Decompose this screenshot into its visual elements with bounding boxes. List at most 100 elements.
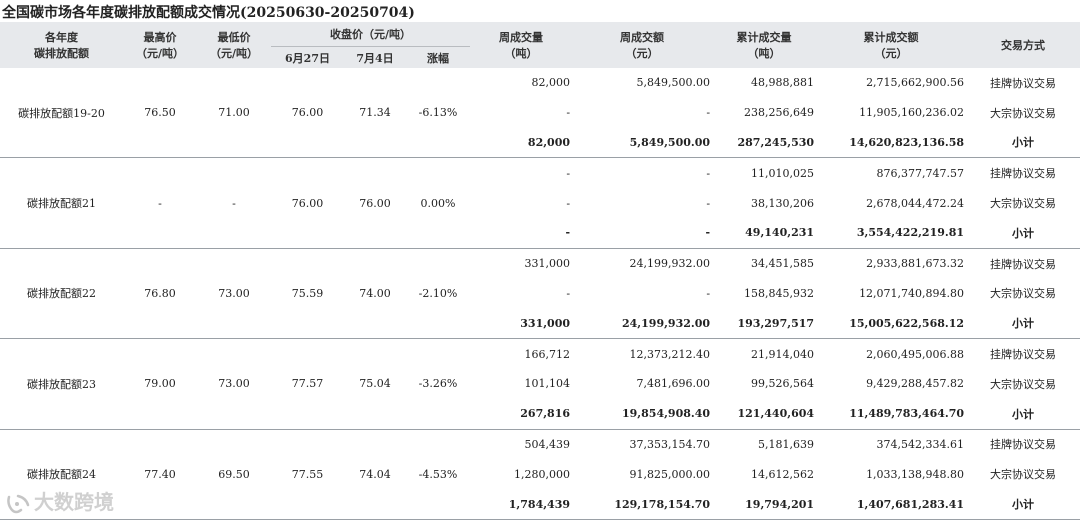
close-price-d1: 77.55 [271,429,344,520]
week-amount: 19,854,908.40 [572,398,713,430]
col-header-change: 涨幅 [406,46,471,68]
cum-amount: 2,933,881,673.32 [866,257,965,271]
week-amount: - [706,106,711,120]
high-price: 77.40 [123,429,197,520]
col-header-high: 最高价 （元/吨） [123,22,197,68]
week-volume: 331,000 [470,308,573,340]
trade-type: 小计 [966,489,1080,520]
cum-volume: 49,140,231 [712,217,817,249]
cum-amount: 876,377,747.57 [876,166,965,180]
cum-volume: 158,845,932 [744,286,815,300]
trade-type: 挂牌协议交易 [990,76,1057,90]
cum-amount: 15,005,622,568.12 [816,308,967,340]
week-volume: 504,439 [524,437,571,451]
page-title: 全国碳市场各年度碳排放配额成交情况(20250630-20250704) [2,5,415,21]
table-row: - - 238,256,649 11,905,160,236.02 大宗协议交易 [0,98,1080,128]
week-volume: 1,784,439 [470,489,573,520]
col-header-low: 最低价 （元/吨） [197,22,271,68]
week-amount: 12,373,212.40 [629,347,711,361]
change-pct: -6.13% [406,68,471,159]
week-volume: - [566,196,571,210]
cum-amount: 2,715,662,900.56 [866,76,965,90]
week-volume: - [566,286,571,300]
cum-amount: 1,033,138,948.80 [866,467,965,481]
cum-volume: 34,451,585 [751,257,815,271]
cum-amount: 11,489,783,464.70 [816,398,967,430]
subtotal-row: - -49,140,231 3,554,422,219.81 小计 [0,217,1080,249]
trade-type: 小计 [966,308,1080,340]
table-row: 碳排放配额24 77.40 69.50 77.55 74.04 -4.53% 504,439… [0,429,1080,520]
col-header-close: 收盘价（元/吨） [271,22,471,47]
high-price: 76.50 [123,68,197,159]
cum-volume: 11,010,025 [751,166,815,180]
week-volume: - [566,166,571,180]
quota-name: 碳排放配额19-20 [0,68,123,159]
cum-amount: 1,407,681,283.41 [816,489,967,520]
quota-name: 碳排放配额24 [0,429,123,520]
subtotal-row: 331,000 24,199,932.00 193,297,517 15,005,62… [0,308,1080,340]
week-amount: 5,849,500.00 [636,76,711,90]
trade-type: 挂牌协议交易 [990,257,1057,271]
low-price: 69.50 [197,429,271,520]
cum-amount: 2,678,044,472.24 [866,196,965,210]
col-header-type: 交易方式 [966,22,1080,68]
week-volume: 166,712 [524,347,571,361]
table-row: 101,104 7,481,696.00 99,526,564 9,429,288,4… [0,369,1080,399]
close-price-d1: 76.00 [271,157,344,249]
week-amount: 37,353,154.70 [629,437,711,451]
low-price: 73.00 [197,248,271,340]
subtotal-row: 1,784,439 129,178,154.70 19,794,201 1,407,6… [0,489,1080,520]
cum-amount: 14,620,823,136.58 [816,127,967,159]
week-amount: - [572,217,713,249]
close-price-d2: 75.04 [344,338,406,430]
week-amount: 129,178,154.70 [572,489,713,520]
col-header-close-d2: 7月4日 [344,46,406,68]
close-price-d2: 74.00 [344,248,406,340]
col-header-cum-amt: 累计成交额 （元） [816,22,967,68]
subtotal-row: 82,000 5,849,500.00 287,245,530 14,620,823,… [0,127,1080,159]
col-header-week-vol: 周成交量 （吨） [470,22,573,68]
cum-volume: 19,794,201 [712,489,817,520]
table-row: 碳排放配额22 76.80 73.00 75.59 74.00 -2.10% 331,000… [0,248,1080,340]
trade-type: 小计 [966,217,1080,249]
cum-volume: 121,440,604 [712,398,817,430]
cum-volume: 99,526,564 [751,377,815,391]
close-price-d1: 75.59 [271,248,344,340]
trade-type: 大宗协议交易 [990,287,1057,301]
brand-logo-icon [7,494,30,513]
watermark: 大数跨境 [6,486,114,515]
week-amount: 7,481,696.00 [636,377,711,391]
week-volume: 82,000 [470,127,573,159]
table-row: 碳排放配额21- -76.00 76.00 0.00% - -11,010,025 876,… [0,157,1080,249]
cum-volume: 21,914,040 [751,347,815,361]
week-volume: 267,816 [470,398,573,430]
cum-volume: 193,297,517 [712,308,817,340]
trade-type: 挂牌协议交易 [990,348,1057,362]
cum-amount: 11,905,160,236.02 [859,106,965,120]
quota-name: 碳排放配额23 [0,338,123,430]
trade-type: 大宗协议交易 [990,197,1057,211]
close-price-d2: 71.34 [344,68,406,159]
high-price: - [123,157,197,249]
high-price: 79.00 [123,338,197,430]
change-pct: 0.00% [406,157,471,249]
cum-volume: 48,988,881 [751,76,815,90]
cum-volume: 287,245,530 [712,127,817,159]
cum-volume: 5,181,639 [758,437,815,451]
week-volume: 331,000 [524,257,571,271]
low-price: - [197,157,271,249]
trade-type: 挂牌协议交易 [990,438,1057,452]
change-pct: -4.53% [406,429,471,520]
week-volume: 1,280,000 [514,467,571,481]
col-header-close-d1: 6月27日 [271,46,344,68]
trade-type: 小计 [966,398,1080,430]
cum-amount: 3,554,422,219.81 [816,217,967,249]
change-pct: -3.26% [406,338,471,430]
quota-name: 碳排放配额22 [0,248,123,340]
low-price: 73.00 [197,338,271,430]
table-row: - - 38,130,206 2,678,044,472.24 大宗协议交易 [0,188,1080,218]
table-row: 碳排放配额19-20 76.50 71.00 76.00 71.34 -6.13% 82,0… [0,68,1080,159]
col-header-cum-vol: 累计成交量 （吨） [712,22,817,68]
trade-type: 大宗协议交易 [990,106,1057,120]
close-price-d1: 77.57 [271,338,344,430]
